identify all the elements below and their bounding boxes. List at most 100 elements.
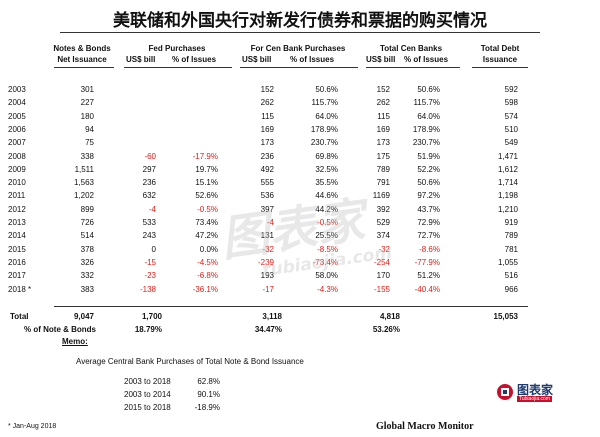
row-total-debt: 592: [504, 85, 518, 94]
row-year: 2003: [8, 85, 26, 94]
row-tot-pct: 50.6%: [417, 178, 440, 188]
row-fed-pct: -0.5%: [197, 204, 218, 214]
row-total-debt: 1,612: [497, 164, 518, 174]
row-fed-bill: 632: [142, 191, 156, 201]
row-tot-pct: -77.9%: [414, 257, 440, 267]
row-fed-pct: -6.8%: [197, 271, 218, 281]
row-cb-bill: 193: [260, 271, 274, 281]
row-net-issuance: 94: [85, 124, 94, 134]
header-pct-cb: % of Issues: [290, 55, 335, 64]
row-cb-bill: -239: [257, 257, 274, 267]
pct-row-label: % of Note & Bonds: [24, 325, 96, 334]
row-fed-bill: 297: [142, 164, 156, 174]
row-fed-pct: 15.1%: [195, 178, 218, 188]
row-tot-pct: 51.2%: [417, 271, 440, 281]
row-fed-pct: 0.0%: [199, 244, 218, 254]
row-net-issuance: 899: [80, 204, 94, 214]
header-fed-purchases: Fed Purchases: [148, 44, 206, 53]
row-fed-pct: 52.6%: [195, 191, 218, 201]
header-notes-bonds-label: Notes & Bonds: [53, 44, 111, 53]
row-cb-pct: 69.8%: [315, 151, 338, 161]
row-cb-bill: 262: [260, 98, 274, 108]
row-tot-bill: 529: [376, 218, 390, 227]
row-year: 2014: [8, 231, 26, 241]
memo-title: Average Central Bank Purchases of Total …: [76, 357, 304, 366]
header-usd-bill-tot: US$ bill: [366, 55, 396, 64]
row-tot-bill: 169: [376, 124, 390, 134]
row-year: 2010: [8, 178, 26, 188]
row-tot-pct: -40.4%: [414, 284, 440, 294]
header-total-debt-label: Total Debt: [480, 44, 520, 53]
row-year: 2017: [8, 271, 26, 281]
row-net-issuance: 75: [85, 138, 94, 148]
row-cb-bill: 236: [260, 151, 274, 161]
row-fed-pct: 47.2%: [195, 231, 218, 241]
row-tot-bill: 791: [376, 178, 390, 188]
row-net-issuance: 326: [80, 257, 94, 267]
row-total-debt: 1,471: [497, 151, 518, 161]
row-cb-bill: 173: [260, 138, 274, 148]
row-net-issuance: 1,563: [73, 178, 94, 188]
row-cb-pct: 32.5%: [315, 164, 338, 174]
total-debt: 15,053: [493, 312, 518, 321]
memo-value-1: 62.8%: [197, 377, 220, 386]
row-fed-bill: -60: [144, 151, 156, 161]
title-underline: [60, 32, 540, 33]
row-total-debt: 1,210: [497, 204, 518, 214]
logo-text: 图表家: [517, 383, 554, 397]
row-total-debt: 919: [504, 218, 518, 227]
footnote: * Jan-Aug 2018: [8, 423, 57, 430]
row-cb-pct: -4.3%: [317, 284, 338, 294]
row-total-debt: 966: [504, 284, 518, 294]
page-title: 美联储和外国央行对新发行债券和票据的购买情况: [113, 11, 487, 31]
row-year: 2018 *: [8, 284, 32, 294]
total-cb: 3,118: [262, 312, 282, 321]
row-year: 2016: [8, 257, 26, 267]
row-fed-bill: -23: [144, 271, 156, 281]
row-tot-bill: 170: [376, 271, 390, 281]
row-cb-pct: 178.9%: [310, 124, 338, 134]
logo-sub: Tubiaojia.com: [517, 396, 552, 402]
row-tot-bill: 1169: [372, 191, 390, 201]
row-fed-bill: 533: [142, 218, 156, 227]
row-tot-bill: -155: [373, 284, 390, 294]
row-net-issuance: 180: [80, 111, 94, 121]
header-usd-bill-cb: US$ bill: [242, 55, 272, 64]
row-tot-pct: 43.7%: [417, 204, 440, 214]
row-tot-bill: 374: [376, 231, 390, 241]
header-underline-fed: [124, 67, 232, 68]
pct-row-fed: 18.79%: [134, 325, 162, 334]
row-fed-bill: -4: [148, 204, 156, 214]
source-label: Global Macro Monitor: [376, 421, 474, 432]
total-separator: [54, 306, 528, 307]
row-fed-pct: 73.4%: [195, 218, 218, 227]
row-cb-bill: -4: [266, 218, 274, 227]
tubiaojia-logo: 图表家 Tubiaojia.com: [496, 381, 566, 405]
row-fed-bill: 236: [142, 178, 156, 188]
row-total-debt: 789: [504, 231, 518, 241]
header-pct-fed: % of Issues: [172, 55, 217, 64]
row-net-issuance: 514: [80, 231, 94, 241]
row-year: 2005: [8, 111, 26, 121]
row-tot-pct: 72.9%: [417, 218, 440, 227]
row-cb-pct: -0.5%: [317, 218, 338, 227]
row-total-debt: 1,198: [497, 191, 518, 201]
row-cb-pct: 50.6%: [315, 85, 338, 94]
row-cb-bill: 169: [260, 124, 274, 134]
row-year: 2013: [8, 218, 26, 227]
row-total-debt: 516: [504, 271, 518, 281]
total-tot: 4,818: [379, 312, 400, 321]
row-cb-bill: 536: [260, 191, 274, 201]
row-tot-pct: 97.2%: [417, 191, 440, 201]
row-tot-pct: 230.7%: [412, 138, 440, 148]
row-cb-pct: 35.5%: [315, 178, 338, 188]
row-cb-pct: 64.0%: [315, 111, 338, 121]
row-fed-pct: -36.1%: [192, 284, 218, 294]
row-year: 2012: [8, 204, 26, 214]
row-tot-bill: 152: [376, 85, 390, 94]
row-tot-pct: 72.7%: [417, 231, 440, 241]
row-year: 2004: [8, 98, 26, 108]
header-notes-bonds: Notes & Bonds Net Issuance: [52, 43, 112, 65]
total-net: 9,047: [73, 312, 94, 321]
row-tot-pct: 178.9%: [412, 124, 440, 134]
